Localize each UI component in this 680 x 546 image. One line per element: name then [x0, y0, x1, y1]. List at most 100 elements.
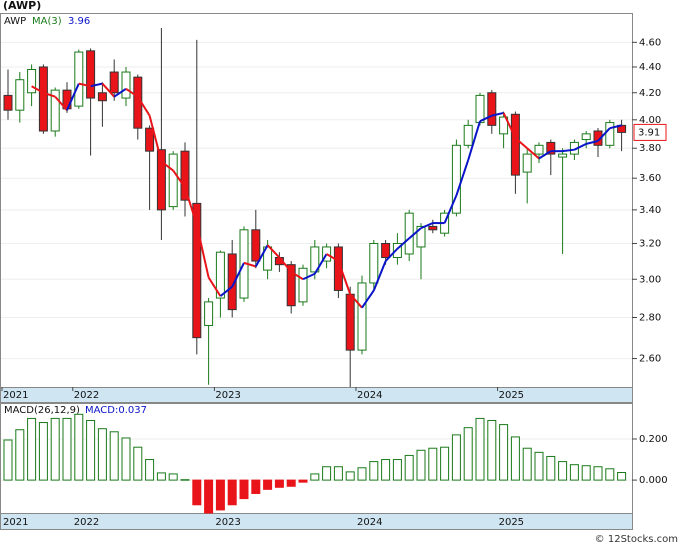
candle-body: [428, 225, 438, 231]
x-tick-label: 2024: [357, 517, 382, 528]
macd-bar: [286, 479, 296, 487]
ma-segment: [266, 244, 281, 259]
macd-bar: [558, 461, 568, 481]
main-panel: [0, 13, 633, 388]
macd-bar: [168, 473, 178, 481]
date-band: [0, 513, 633, 530]
ma-segment: [243, 261, 257, 268]
ma-segment: [231, 262, 245, 288]
macd-bar: [15, 429, 25, 481]
header: (AWP): [3, 0, 41, 12]
ma-segment: [207, 276, 222, 297]
y-tick-label: 3.80: [639, 143, 661, 154]
candle-body: [546, 141, 556, 155]
ma-segment: [502, 112, 517, 139]
candle-body: [333, 246, 343, 291]
legend-ma: MA(3): [32, 16, 62, 27]
candle-body: [369, 242, 379, 284]
candle-body: [109, 71, 119, 94]
macd-bar: [180, 479, 190, 481]
macd-bar: [463, 427, 473, 481]
y-tick-label: 3.40: [639, 205, 661, 216]
ma-segment: [349, 293, 363, 309]
candle-body: [180, 150, 190, 201]
y-tick-label: 2.80: [639, 312, 661, 323]
macd-bar: [145, 459, 155, 481]
candle-body: [38, 66, 48, 132]
ma-segment: [408, 227, 422, 240]
candle-body: [251, 229, 261, 262]
candle-body: [510, 113, 520, 176]
macd-bar: [381, 459, 391, 481]
macd-bar: [345, 471, 355, 481]
macd-bar: [251, 479, 261, 494]
candle-body: [74, 51, 84, 107]
macd-bar: [546, 455, 556, 481]
last-price-box: [633, 123, 667, 141]
ma-segment: [361, 289, 375, 309]
macd-bar: [156, 472, 166, 481]
y-tick-label: 3.60: [639, 173, 661, 184]
candle-body: [121, 71, 131, 99]
ma-segment: [384, 248, 399, 262]
x-tick-label: 2022: [74, 390, 99, 401]
ma-segment: [514, 137, 528, 149]
candle-body: [192, 202, 202, 339]
candle-body: [86, 50, 96, 99]
candle-body: [215, 251, 225, 299]
candle-body: [451, 144, 461, 214]
macd-bar: [499, 424, 509, 481]
candle-body: [605, 122, 615, 146]
y-tick-label: 0.000: [639, 475, 668, 486]
ma-segment: [420, 222, 434, 230]
macd-bar: [617, 471, 627, 481]
macd-bar: [86, 419, 96, 481]
candle-body: [204, 301, 214, 326]
candle-body: [3, 94, 13, 111]
macd-bar: [369, 461, 379, 481]
macd-bar: [274, 479, 284, 488]
macd-bar: [97, 428, 107, 481]
ma-segment: [455, 159, 470, 196]
ma-segment: [90, 82, 103, 88]
macd-bar: [451, 434, 461, 481]
ma-segment: [254, 244, 269, 267]
ma-segment: [219, 285, 233, 297]
candle-body: [487, 92, 497, 126]
candle-body: [50, 89, 60, 132]
candle-body: [15, 79, 25, 111]
x-tick-label: 2022: [74, 517, 99, 528]
macd-bar: [27, 417, 37, 481]
y-tick-label: 4.60: [639, 37, 661, 48]
macd-bar: [38, 422, 48, 481]
candle-body: [463, 124, 473, 146]
y-tick-label: 2.60: [639, 354, 661, 365]
macd-bar: [510, 436, 520, 481]
candle-body: [392, 242, 402, 259]
watermark: © 12Stocks.com: [595, 534, 678, 545]
legend-ma-value: 3.96: [68, 16, 90, 27]
macd-bar: [522, 447, 532, 481]
ma-segment: [184, 187, 198, 226]
y-tick-label: 3.20: [639, 238, 661, 249]
ma-segment: [125, 87, 139, 98]
x-tick-label: 2024: [357, 390, 382, 401]
candle-body: [357, 282, 367, 351]
ma-segment: [573, 142, 587, 151]
macd-bar: [50, 417, 60, 481]
y-tick-label: 0.200: [639, 434, 668, 445]
macd-bar: [263, 479, 273, 490]
ma-segment: [337, 260, 352, 295]
y-tick-label: 3.00: [639, 274, 661, 285]
macd-value: MACD:0.037: [85, 405, 147, 416]
macd-bar: [534, 451, 544, 481]
macd-bar: [440, 446, 450, 481]
macd-bar: [593, 466, 603, 481]
ma-segment: [302, 272, 316, 281]
macd-name: MACD(26,12,9): [4, 405, 80, 416]
macd-bar: [3, 439, 13, 481]
x-tick-label: 2023: [215, 517, 240, 528]
ma-segment: [585, 140, 599, 145]
x-tick-label: 2023: [215, 390, 240, 401]
